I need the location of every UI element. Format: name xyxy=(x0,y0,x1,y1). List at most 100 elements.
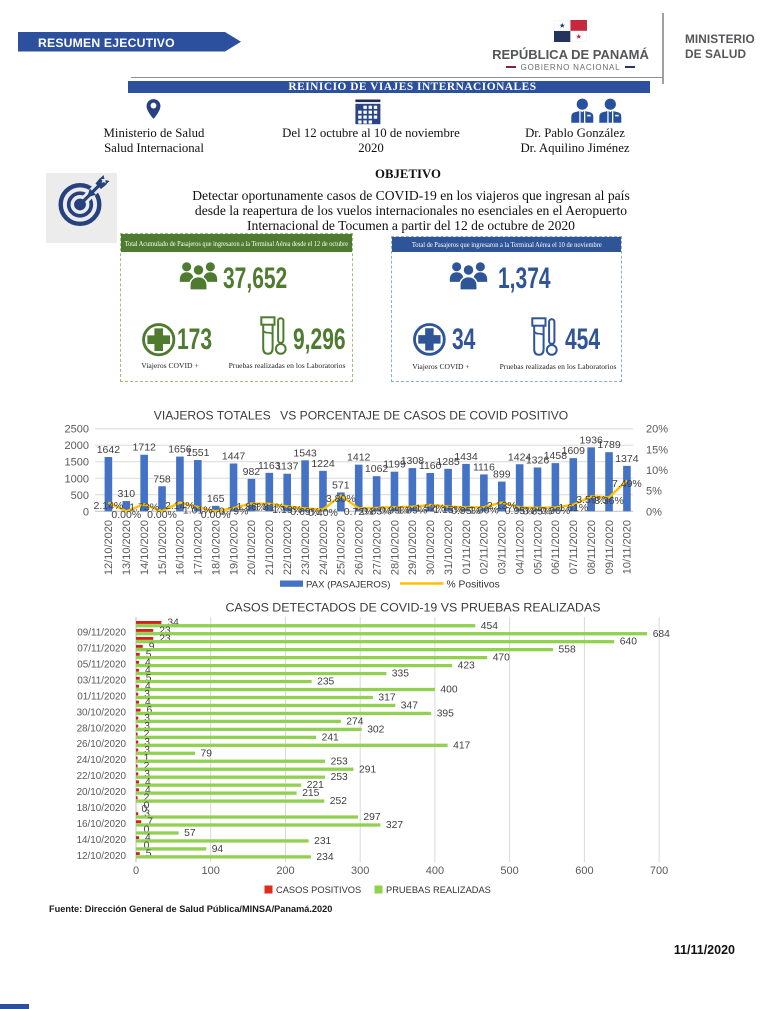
svg-text:2.14%: 2.14% xyxy=(165,500,195,512)
svg-text:CASOS POSITIVOS: CASOS POSITIVOS xyxy=(276,885,361,895)
svg-text:1.52%: 1.52% xyxy=(415,503,445,515)
svg-text:310: 310 xyxy=(118,488,136,500)
svg-text:3: 3 xyxy=(144,721,150,732)
svg-text:252: 252 xyxy=(330,796,347,807)
svg-text:347: 347 xyxy=(401,701,418,712)
svg-text:1137: 1137 xyxy=(276,461,299,473)
svg-text:500: 500 xyxy=(500,865,518,877)
svg-text:0%: 0% xyxy=(646,506,662,518)
svg-text:14/10/2020: 14/10/2020 xyxy=(77,835,127,846)
svg-text:684: 684 xyxy=(653,629,670,640)
svg-text:3: 3 xyxy=(144,689,150,700)
svg-text:0.40%: 0.40% xyxy=(308,507,338,519)
svg-text:16/10/2020: 16/10/2020 xyxy=(77,819,127,830)
svg-text:1: 1 xyxy=(144,753,150,764)
svg-text:1551: 1551 xyxy=(186,447,210,459)
svg-text:23/10/2020: 23/10/2020 xyxy=(300,520,312,575)
svg-text:12/10/2020: 12/10/2020 xyxy=(77,851,127,862)
svg-text:1447: 1447 xyxy=(222,451,246,463)
svg-text:1.86%: 1.86% xyxy=(237,501,267,513)
svg-text:1116: 1116 xyxy=(473,461,495,473)
svg-text:302: 302 xyxy=(367,724,384,735)
svg-text:05/11/2020: 05/11/2020 xyxy=(77,660,126,671)
svg-text:1.81%: 1.81% xyxy=(254,501,284,513)
svg-text:241: 241 xyxy=(322,732,339,743)
svg-text:23: 23 xyxy=(159,625,171,636)
svg-text:500: 500 xyxy=(71,490,89,502)
svg-text:100: 100 xyxy=(202,865,220,877)
svg-text:4: 4 xyxy=(145,833,151,844)
svg-text:14/10/2020: 14/10/2020 xyxy=(139,520,151,575)
svg-text:640: 640 xyxy=(620,637,637,648)
svg-text:4: 4 xyxy=(145,777,151,788)
svg-text:1308: 1308 xyxy=(401,455,425,467)
svg-text:327: 327 xyxy=(386,820,403,831)
svg-text:10%: 10% xyxy=(646,465,668,477)
svg-text:94: 94 xyxy=(212,844,224,855)
svg-text:0.95%: 0.95% xyxy=(505,505,535,517)
svg-text:PAX (PASAJEROS): PAX (PASAJEROS) xyxy=(306,580,390,591)
svg-text:600: 600 xyxy=(575,865,593,877)
svg-text:700: 700 xyxy=(650,865,668,877)
svg-text:317: 317 xyxy=(378,693,395,704)
svg-text:231: 231 xyxy=(314,836,331,847)
svg-text:10/11/2020: 10/11/2020 xyxy=(622,520,634,574)
svg-text:05/11/2020: 05/11/2020 xyxy=(532,520,544,574)
svg-text:2500: 2500 xyxy=(65,424,89,436)
svg-text:3: 3 xyxy=(144,769,150,780)
svg-text:18/10/2020: 18/10/2020 xyxy=(211,520,223,575)
svg-text:1374: 1374 xyxy=(615,453,639,465)
svg-text:4: 4 xyxy=(145,665,151,676)
svg-text:0.69%: 0.69% xyxy=(290,506,320,518)
svg-text:26/10/2020: 26/10/2020 xyxy=(77,739,127,750)
svg-text:297: 297 xyxy=(363,812,380,823)
svg-text:0: 0 xyxy=(142,804,148,815)
svg-text:5: 5 xyxy=(146,649,152,660)
svg-text:03/11/2020: 03/11/2020 xyxy=(77,676,126,687)
svg-text:20/10/2020: 20/10/2020 xyxy=(246,520,258,575)
svg-text:3.36%: 3.36% xyxy=(594,495,624,507)
svg-text:24/10/2020: 24/10/2020 xyxy=(318,520,330,575)
svg-text:30/10/2020: 30/10/2020 xyxy=(425,520,437,575)
svg-text:20%: 20% xyxy=(646,424,668,436)
svg-text:% Positivos: % Positivos xyxy=(447,580,500,591)
svg-text:400: 400 xyxy=(426,865,444,877)
svg-text:1434: 1434 xyxy=(454,451,478,463)
svg-text:200: 200 xyxy=(276,865,294,877)
svg-text:335: 335 xyxy=(392,669,409,680)
svg-text:1609: 1609 xyxy=(562,445,586,457)
svg-text:0: 0 xyxy=(83,506,89,518)
svg-text:01/11/2020: 01/11/2020 xyxy=(77,691,126,702)
svg-text:274: 274 xyxy=(346,716,363,727)
svg-text:2.14%: 2.14% xyxy=(94,500,124,512)
svg-text:9: 9 xyxy=(149,641,155,652)
svg-text:1.09%: 1.09% xyxy=(398,504,428,516)
svg-text:18/10/2020: 18/10/2020 xyxy=(77,803,127,814)
svg-text:470: 470 xyxy=(493,653,510,664)
svg-text:1.73%: 1.73% xyxy=(129,502,159,514)
svg-text:0.90%: 0.90% xyxy=(541,505,571,517)
svg-text:6: 6 xyxy=(147,705,153,716)
svg-text:215: 215 xyxy=(302,788,319,799)
svg-text:253: 253 xyxy=(331,756,348,767)
svg-text:08/11/2020: 08/11/2020 xyxy=(586,520,598,574)
svg-text:1936: 1936 xyxy=(580,434,604,446)
svg-text:1412: 1412 xyxy=(347,452,371,464)
svg-text:3: 3 xyxy=(144,737,150,748)
svg-text:29/10/2020: 29/10/2020 xyxy=(407,520,419,575)
svg-text:4: 4 xyxy=(145,657,151,668)
svg-text:1.15%: 1.15% xyxy=(433,504,463,516)
svg-text:235: 235 xyxy=(317,677,334,688)
svg-text:2: 2 xyxy=(144,729,150,740)
svg-text:06/11/2020: 06/11/2020 xyxy=(550,520,562,574)
svg-text:24/10/2020: 24/10/2020 xyxy=(77,755,127,766)
svg-text:02/11/2020: 02/11/2020 xyxy=(479,520,491,574)
svg-text:1712: 1712 xyxy=(133,442,157,454)
svg-text:1500: 1500 xyxy=(65,457,89,469)
svg-text:04/11/2020: 04/11/2020 xyxy=(514,520,526,574)
svg-text:3: 3 xyxy=(144,745,150,756)
svg-text:1642: 1642 xyxy=(97,444,121,456)
svg-text:5: 5 xyxy=(146,849,152,860)
svg-text:26/10/2020: 26/10/2020 xyxy=(354,520,366,575)
svg-text:7: 7 xyxy=(147,817,153,828)
